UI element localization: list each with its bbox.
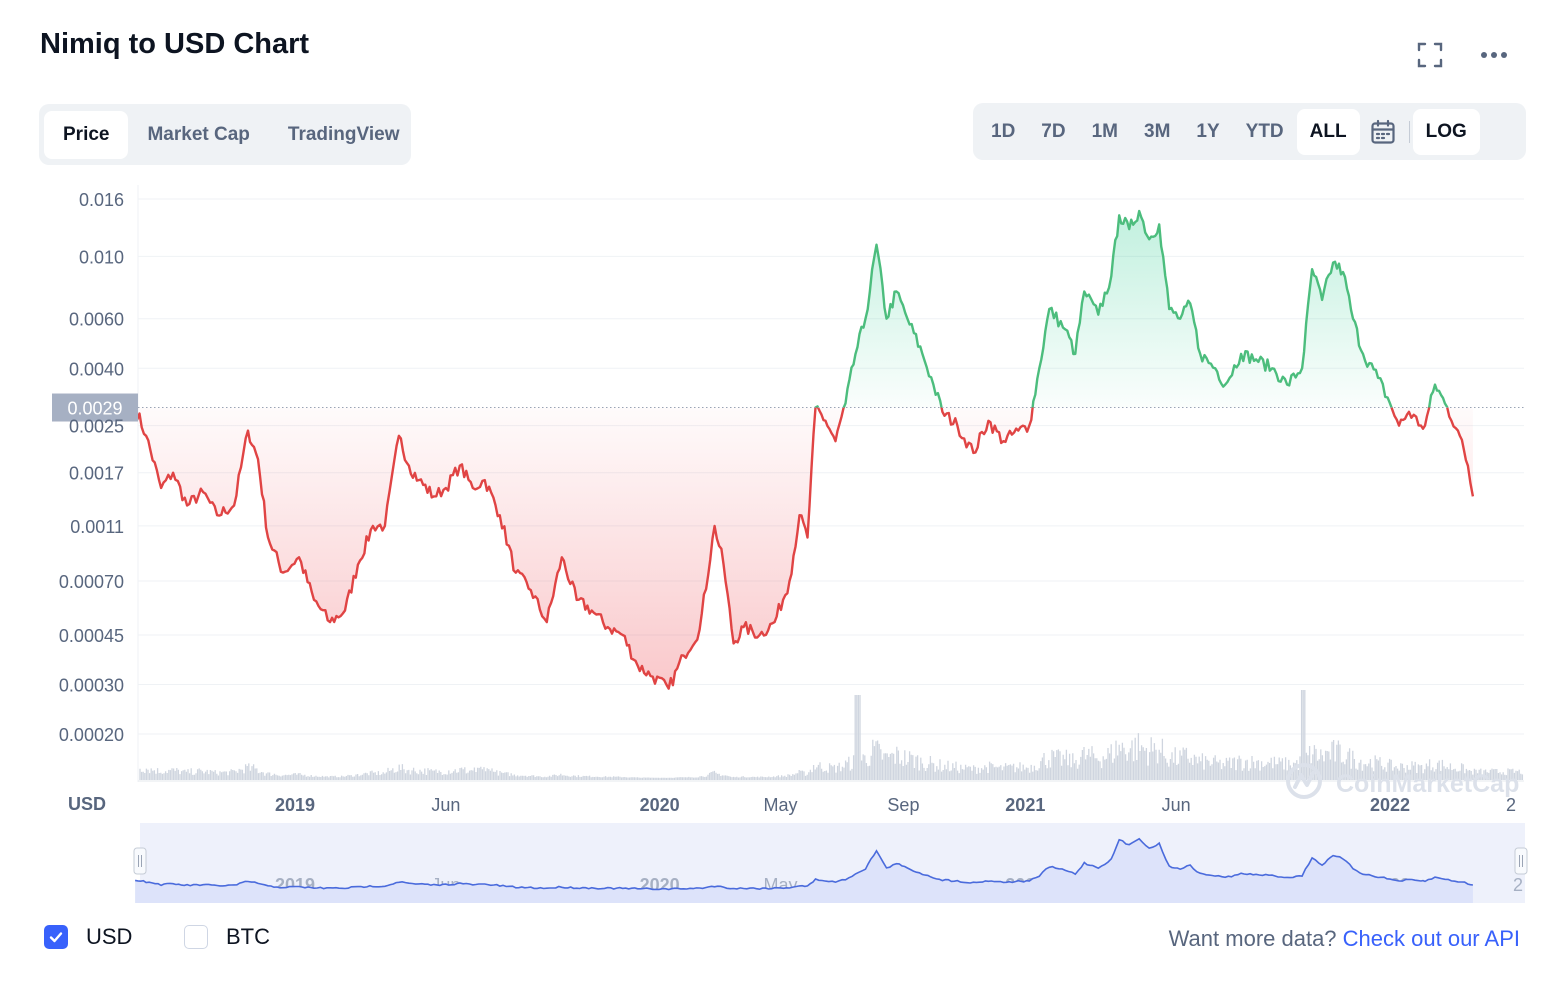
legend-usd[interactable]: USD: [44, 924, 132, 950]
fullscreen-icon[interactable]: [1413, 38, 1447, 72]
legend-label-btc: BTC: [226, 924, 270, 949]
y-tick-label: 0.0040: [69, 359, 124, 379]
navigator-handle-right[interactable]: [1514, 847, 1528, 875]
price-chart[interactable]: CoinMarketCap 0.0029 0.016 0.010 0.0060 0.0…: [0, 170, 1560, 820]
api-text: Want more data?: [1168, 926, 1337, 951]
reference-label: 0.0029: [67, 399, 122, 419]
price-area-up: [135, 211, 1473, 408]
range-ytd[interactable]: YTD: [1245, 120, 1284, 142]
x-tick-label: Jun: [431, 795, 460, 815]
check-icon: [49, 932, 63, 943]
time-range-selector: 1D 7D 1M 3M 1Y YTD ALL LOG: [973, 103, 1526, 160]
x-tick-label: 2021: [1005, 795, 1045, 815]
x-tick-label: Sep: [887, 795, 919, 815]
y-tick-label: 0.0060: [69, 310, 124, 330]
reference-badge: [52, 393, 138, 422]
x-tick-label: 2020: [640, 795, 680, 815]
range-7d[interactable]: 7D: [1041, 120, 1066, 142]
divider: [1408, 120, 1410, 143]
range-3m[interactable]: 3M: [1144, 120, 1171, 142]
calendar-icon[interactable]: [1360, 109, 1406, 155]
chart-type-tabs: Price Market Cap TradingView: [39, 104, 411, 165]
price-area-down: [135, 407, 1473, 689]
x-tick-label: 2022: [1370, 795, 1410, 815]
navigator-handle-left[interactable]: [133, 847, 147, 875]
y-tick-label: 0.0017: [69, 464, 124, 484]
page-title: Nimiq to USD Chart: [40, 28, 310, 60]
y-tick-label: 0.00070: [59, 572, 124, 592]
range-1y[interactable]: 1Y: [1196, 120, 1220, 142]
navigator-tick-label: 2: [1513, 875, 1523, 895]
tab-tradingview[interactable]: TradingView: [287, 123, 400, 145]
range-1d[interactable]: 1D: [991, 120, 1016, 142]
tab-market-cap[interactable]: Market Cap: [147, 123, 250, 145]
currency-label: USD: [68, 794, 106, 814]
y-tick-label: 0.0011: [70, 517, 124, 537]
api-link[interactable]: Check out our API: [1342, 926, 1520, 951]
y-tick-label: 0.010: [79, 247, 124, 267]
more-horizontal-icon[interactable]: [1477, 38, 1511, 72]
volume-bars: [139, 690, 1524, 780]
api-promo: Want more data? Check out our API: [1169, 926, 1520, 952]
y-tick-label: 0.0025: [69, 417, 124, 437]
log-scale-toggle[interactable]: LOG: [1412, 108, 1480, 155]
y-tick-label: 0.00020: [59, 725, 124, 745]
y-tick-label: 0.00030: [59, 675, 124, 695]
watermark: CoinMarketCap: [1286, 763, 1519, 799]
y-tick-label: 0.00045: [59, 626, 124, 646]
usd-checkbox[interactable]: [44, 925, 68, 949]
x-tick-label: 2: [1506, 795, 1516, 815]
volume-histogram: [139, 690, 1524, 780]
legend-btc[interactable]: BTC: [184, 924, 270, 950]
navigator-area: [135, 838, 1473, 903]
x-tick-label: May: [764, 795, 798, 815]
btc-checkbox[interactable]: [184, 925, 208, 949]
y-tick-label: 0.016: [79, 190, 124, 210]
watermark-text: CoinMarketCap: [1336, 770, 1519, 798]
x-tick-label: Jun: [1162, 795, 1191, 815]
range-all[interactable]: ALL: [1296, 108, 1360, 155]
legend-label-usd: USD: [86, 924, 133, 949]
price-line-down: [133, 407, 1475, 690]
range-1m[interactable]: 1M: [1091, 120, 1118, 142]
navigator-line: [134, 837, 1473, 891]
tab-price[interactable]: Price: [44, 110, 129, 159]
x-tick-label: 2019: [275, 795, 315, 815]
